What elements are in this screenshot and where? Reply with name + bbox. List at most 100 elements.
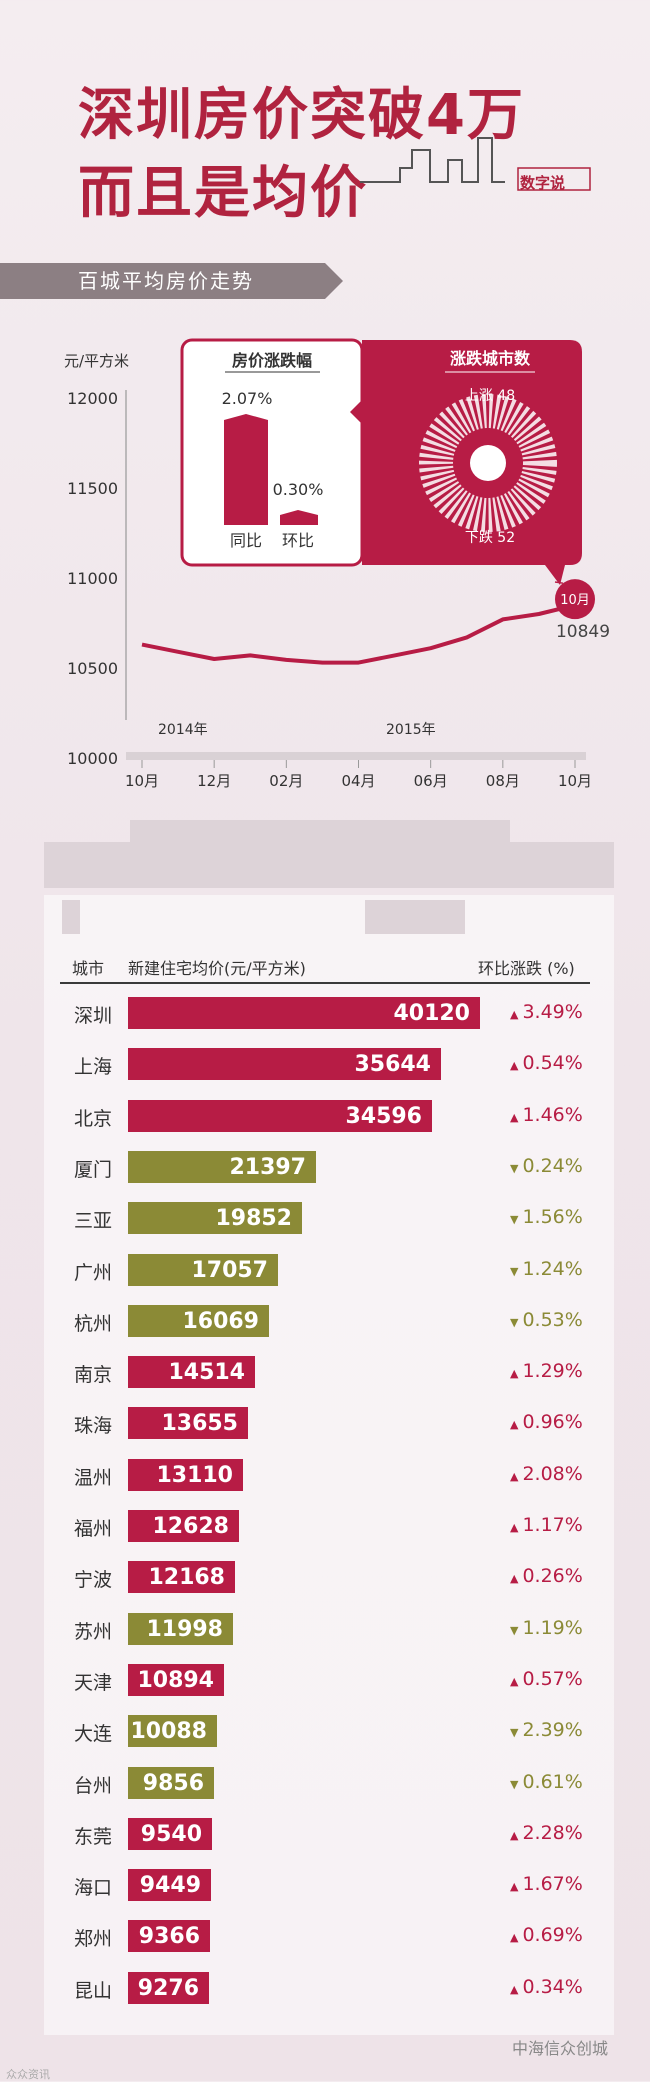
y-tick-label: 10000: [67, 749, 118, 768]
price-bar: 19852: [128, 1202, 302, 1235]
change-value: ▼ 0.53%: [510, 1308, 583, 1331]
price-value: 40120: [393, 1001, 470, 1026]
yoy-value: 2.07%: [222, 389, 273, 408]
price-bar: 12168: [128, 1561, 235, 1594]
trend-line: [141, 603, 576, 665]
y-ticks: 12000 11500 11000 10500 10000: [67, 389, 118, 768]
price-bar: 12628: [128, 1510, 239, 1542]
table-row: 大连 10088 ▼ 2.39%: [0, 1713, 650, 1748]
deco-band-top: [130, 820, 510, 850]
mom-label: 环比: [282, 531, 314, 550]
city-name: 南京: [74, 1364, 113, 1387]
price-bar: 9449: [128, 1869, 211, 1902]
table-row: 温州 13110 ▲ 2.08%: [0, 1457, 650, 1491]
footer-watermark: 众众资讯: [6, 2068, 50, 2081]
arrow-up-icon: ▲: [510, 1931, 519, 1945]
x-tick-label: 06月: [414, 772, 448, 790]
change-value: ▲ 1.46%: [510, 1103, 583, 1126]
city-name: 台州: [74, 1774, 113, 1797]
table-row: 广州 17057 ▼ 1.24%: [0, 1252, 650, 1286]
city-name: 福州: [74, 1518, 113, 1540]
arrow-up-icon: ▲: [510, 1418, 519, 1432]
price-bar: 40120: [128, 997, 480, 1029]
arrow-up-icon: ▲: [510, 1880, 519, 1894]
price-value: 21397: [229, 1154, 306, 1180]
price-value: 10894: [137, 1667, 214, 1693]
change-value: ▼ 2.39%: [510, 1719, 583, 1742]
price-value: 9449: [139, 1873, 201, 1899]
arrow-down-icon: ▼: [510, 1213, 519, 1227]
arrow-up-icon: ▲: [510, 1572, 519, 1586]
table-row: 郑州 9366 ▲ 0.69%: [0, 1918, 650, 1953]
skyline-decoration: [360, 137, 591, 191]
change-value: ▼ 1.24%: [510, 1257, 583, 1280]
price-value: 17057: [191, 1257, 268, 1283]
city-name: 上海: [74, 1056, 113, 1079]
arrow-down-icon: ▼: [510, 1623, 519, 1637]
change-value: ▼ 1.56%: [510, 1206, 583, 1229]
table-row: 上海 35644 ▲ 0.54%: [0, 1046, 650, 1081]
price-bar: 13110: [128, 1458, 243, 1491]
price-value: 12168: [148, 1565, 225, 1591]
price-bar: 11998: [128, 1612, 233, 1645]
price-bar: 9276: [128, 1971, 209, 2004]
city-name: 海口: [74, 1877, 113, 1900]
price-bar: 9540: [128, 1817, 212, 1850]
price-value: 13655: [161, 1411, 238, 1437]
callout-right-title: 涨跌城市数: [450, 349, 531, 368]
table-row: 南京 14514 ▲ 1.29%: [0, 1354, 650, 1389]
arrow-up-icon: ▲: [510, 1367, 519, 1381]
table-row: 昆山 9276 ▲ 0.34%: [0, 1970, 650, 2004]
change-value: ▲ 0.54%: [510, 1052, 583, 1075]
change-value: ▲ 2.28%: [510, 1821, 583, 1844]
yoy-label: 同比: [230, 531, 262, 550]
table-row: 天津 10894 ▲ 0.57%: [0, 1662, 650, 1696]
change-value: ▲ 1.17%: [510, 1514, 583, 1536]
price-value: 12628: [152, 1514, 229, 1539]
year-label-2015: 2015年: [386, 722, 436, 738]
deco-square: [62, 900, 80, 934]
col-header-change: 环比涨跌 (%): [478, 959, 575, 978]
price-bar: 21397: [128, 1150, 316, 1183]
brand-logo: 数字说: [520, 174, 566, 192]
arrow-up-icon: ▲: [510, 1469, 519, 1483]
change-value: ▲ 1.29%: [510, 1360, 583, 1383]
price-value: 11998: [146, 1616, 223, 1642]
arrow-up-icon: ▲: [510, 1674, 519, 1688]
table-row: 宁波 12168 ▲ 0.26%: [0, 1559, 650, 1594]
x-axis-band: [126, 752, 586, 760]
change-value: ▲ 0.69%: [510, 1924, 583, 1947]
change-value: ▲ 0.26%: [510, 1565, 583, 1588]
price-value: 13110: [156, 1462, 233, 1488]
x-tick-label: 12月: [197, 772, 231, 790]
price-trend-chart: 元/平方米 12000 11500 11000 10500 10000 10月 12月 02…: [64, 338, 610, 790]
mom-value: 0.30%: [273, 480, 324, 499]
y-tick-label: 11500: [67, 479, 118, 498]
city-name: 大连: [74, 1723, 113, 1746]
city-name: 昆山: [74, 1979, 113, 2002]
price-bar: 16069: [128, 1304, 269, 1337]
price-value: 9276: [137, 1975, 199, 2001]
header-rule: [60, 982, 590, 984]
arrow-up-icon: ▲: [510, 1521, 519, 1534]
table-row: 杭州 16069 ▼ 0.53%: [0, 1303, 650, 1337]
price-value: 34596: [345, 1103, 422, 1129]
footer-source: 中海信众创城: [512, 2039, 609, 2058]
x-tick-label: 10月: [125, 772, 159, 790]
down-count-label: 下跌 52: [465, 530, 515, 546]
change-value: ▼ 0.24%: [510, 1154, 583, 1177]
price-bar: 10894: [128, 1663, 224, 1696]
change-value: ▲ 0.96%: [510, 1411, 583, 1434]
price-value: 14514: [168, 1360, 245, 1386]
table-row: 珠海 13655 ▲ 0.96%: [0, 1405, 650, 1440]
change-value: ▼ 0.61%: [510, 1770, 583, 1793]
deco-squares: [365, 900, 465, 934]
change-value: ▲ 3.49%: [510, 1001, 583, 1023]
table-row: 深圳 40120 ▲ 3.49%: [0, 995, 650, 1029]
y-tick-label: 12000: [67, 389, 118, 408]
arrow-up-icon: ▲: [510, 1828, 519, 1842]
table-row: 东莞 9540 ▲ 2.28%: [0, 1816, 650, 1850]
arrow-up-icon: ▲: [510, 1110, 519, 1124]
table-row: 三亚 19852 ▼ 1.56%: [0, 1200, 650, 1235]
price-value: 19852: [215, 1206, 292, 1232]
